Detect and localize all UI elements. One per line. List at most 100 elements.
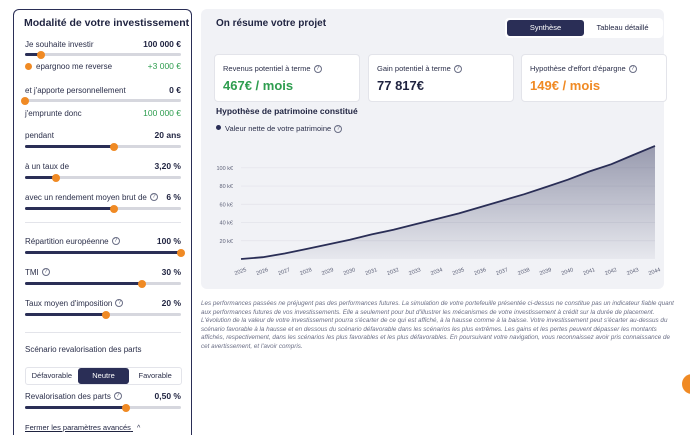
x-tick-label: 2044 (648, 267, 662, 277)
help-icon[interactable]: ? (453, 65, 462, 74)
slider-fill (25, 251, 181, 254)
x-tick-label: 2032 (386, 267, 400, 277)
rate-row: à un taux de 3,20 % (25, 161, 181, 171)
chat-bubble-button[interactable] (682, 374, 690, 394)
borrow-value: 100 000 € (143, 108, 181, 118)
tab-synthese[interactable]: Synthèse (507, 20, 584, 36)
personal-contribution-value: 0 € (169, 85, 181, 95)
y-tick-label: 100 k€ (216, 166, 233, 172)
legend-dot (216, 125, 221, 130)
slider-fill (25, 313, 107, 316)
tmi-label: TMI (25, 267, 39, 277)
help-icon[interactable]: ? (149, 193, 158, 202)
help-icon[interactable]: ? (111, 237, 120, 246)
help-icon[interactable]: ? (628, 65, 637, 74)
duration-slider[interactable] (25, 142, 181, 151)
summary-card: On résume votre projet Synthèse Tableau … (201, 9, 667, 289)
tmi-slider[interactable] (25, 279, 181, 288)
x-tick-label: 2027 (277, 267, 291, 277)
help-icon[interactable]: ? (41, 268, 50, 277)
epargnoo-logo-icon (25, 62, 32, 70)
eu-allocation-value: 100 % (156, 236, 181, 246)
scenario-favorable-button[interactable]: Favorable (138, 371, 172, 380)
divider (25, 222, 181, 223)
help-icon[interactable]: ? (313, 65, 322, 74)
slider-fill (25, 53, 41, 56)
duration-row: pendant 20 ans (25, 130, 181, 140)
rate-slider[interactable] (25, 173, 181, 182)
tmi-value: 30 % (161, 267, 181, 277)
rate-label: à un taux de (25, 161, 70, 171)
scenario-row: Scénario revalorisation des parts (25, 345, 181, 354)
y-tick-label: 20 k€ (220, 239, 233, 245)
series-area (241, 145, 655, 259)
scenario-label: Scénario revalorisation des parts (25, 345, 142, 354)
slider-knob[interactable] (36, 50, 45, 59)
legend-label: Valeur nette de votre patrimoine (225, 124, 332, 133)
scenario-selector[interactable]: Défavorable Neutre Favorable (25, 367, 182, 385)
x-tick-label: 2038 (517, 267, 531, 277)
slider-knob[interactable] (109, 142, 118, 151)
yield-row: avec un rendement moyen brut de? 6 % (25, 192, 181, 202)
y-tick-label: 80 k€ (220, 184, 233, 190)
slider-knob[interactable] (52, 173, 61, 182)
revaluation-slider[interactable] (25, 403, 181, 412)
yield-value: 6 % (166, 192, 181, 202)
disclaimer-text: Les performances passées ne préjugent pa… (201, 300, 674, 350)
chart-title: Hypothèse de patrimoine constitué (216, 106, 358, 116)
slider-knob[interactable] (177, 248, 185, 257)
chevron-up-icon: ^ (136, 425, 141, 432)
metric-revenue: Revenus potentiel à terme? 467€ / mois (214, 54, 360, 102)
slider-knob[interactable] (138, 279, 146, 288)
slider-knob[interactable] (122, 403, 131, 412)
x-tick-label: 2025 (234, 267, 248, 277)
revaluation-label: Revalorisation des parts (25, 391, 111, 401)
x-tick-label: 2037 (495, 267, 509, 277)
x-tick-label: 2031 (365, 267, 379, 277)
duration-label: pendant (25, 130, 54, 140)
chart-legend: Valeur nette de votre patrimoine? (216, 124, 343, 134)
tmi-row: TMI? 30 % (25, 267, 181, 277)
metric-value: 149€ / mois (530, 78, 601, 93)
personal-contribution-slider[interactable] (21, 96, 181, 105)
investment-settings-panel: Modalité de votre investissement Je souh… (13, 9, 192, 435)
invest-amount-value: 100 000 € (143, 39, 181, 49)
refund-value: +3 000 € (147, 61, 181, 71)
eu-allocation-label: Répartition européenne (25, 236, 109, 246)
x-tick-label: 2041 (583, 267, 597, 277)
yield-slider[interactable] (25, 204, 181, 213)
metric-label: Revenus potentiel à terme (223, 64, 311, 73)
help-icon[interactable]: ? (334, 125, 343, 134)
slider-knob[interactable] (21, 96, 29, 105)
slider-knob[interactable] (109, 204, 118, 213)
x-tick-label: 2036 (474, 267, 488, 277)
close-advanced-link[interactable]: Fermer les paramètres avancés ^ (25, 423, 140, 432)
view-tabs: Synthèse Tableau détaillé (505, 18, 663, 38)
x-tick-label: 2035 (452, 267, 466, 277)
slider-knob[interactable] (102, 310, 111, 319)
tab-tableau-detaille[interactable]: Tableau détaillé (596, 23, 649, 32)
scenario-neutral-button[interactable]: Neutre (77, 368, 130, 384)
x-tick-label: 2033 (408, 267, 422, 277)
slider-fill (25, 145, 114, 148)
eu-allocation-slider[interactable] (25, 248, 185, 257)
tax-rate-label: Taux moyen d'imposition (25, 298, 113, 308)
help-icon[interactable]: ? (113, 392, 122, 401)
tax-rate-row: Taux moyen d'imposition? 20 % (25, 298, 181, 308)
series-line (240, 145, 656, 260)
x-tick-label: 2034 (430, 267, 444, 277)
scenario-unfavorable-button[interactable]: Défavorable (31, 371, 73, 380)
invest-amount-slider[interactable] (25, 50, 181, 59)
borrow-row: j'emprunte donc 100 000 € (25, 108, 181, 118)
help-icon[interactable]: ? (115, 299, 124, 308)
refund-label: epargnoo me reverse (36, 61, 113, 71)
y-tick-label: 60 k€ (220, 202, 233, 208)
slider-fill (25, 207, 114, 210)
x-tick-label: 2043 (626, 267, 640, 277)
x-tick-label: 2029 (321, 267, 335, 277)
slider-fill (25, 282, 142, 285)
tax-rate-slider[interactable] (25, 310, 181, 319)
metric-value: 77 817€ (377, 78, 424, 93)
metric-gain: Gain potentiel à terme? 77 817€ (368, 54, 514, 102)
metric-label: Hypothèse d'effort d'épargne (530, 64, 626, 73)
